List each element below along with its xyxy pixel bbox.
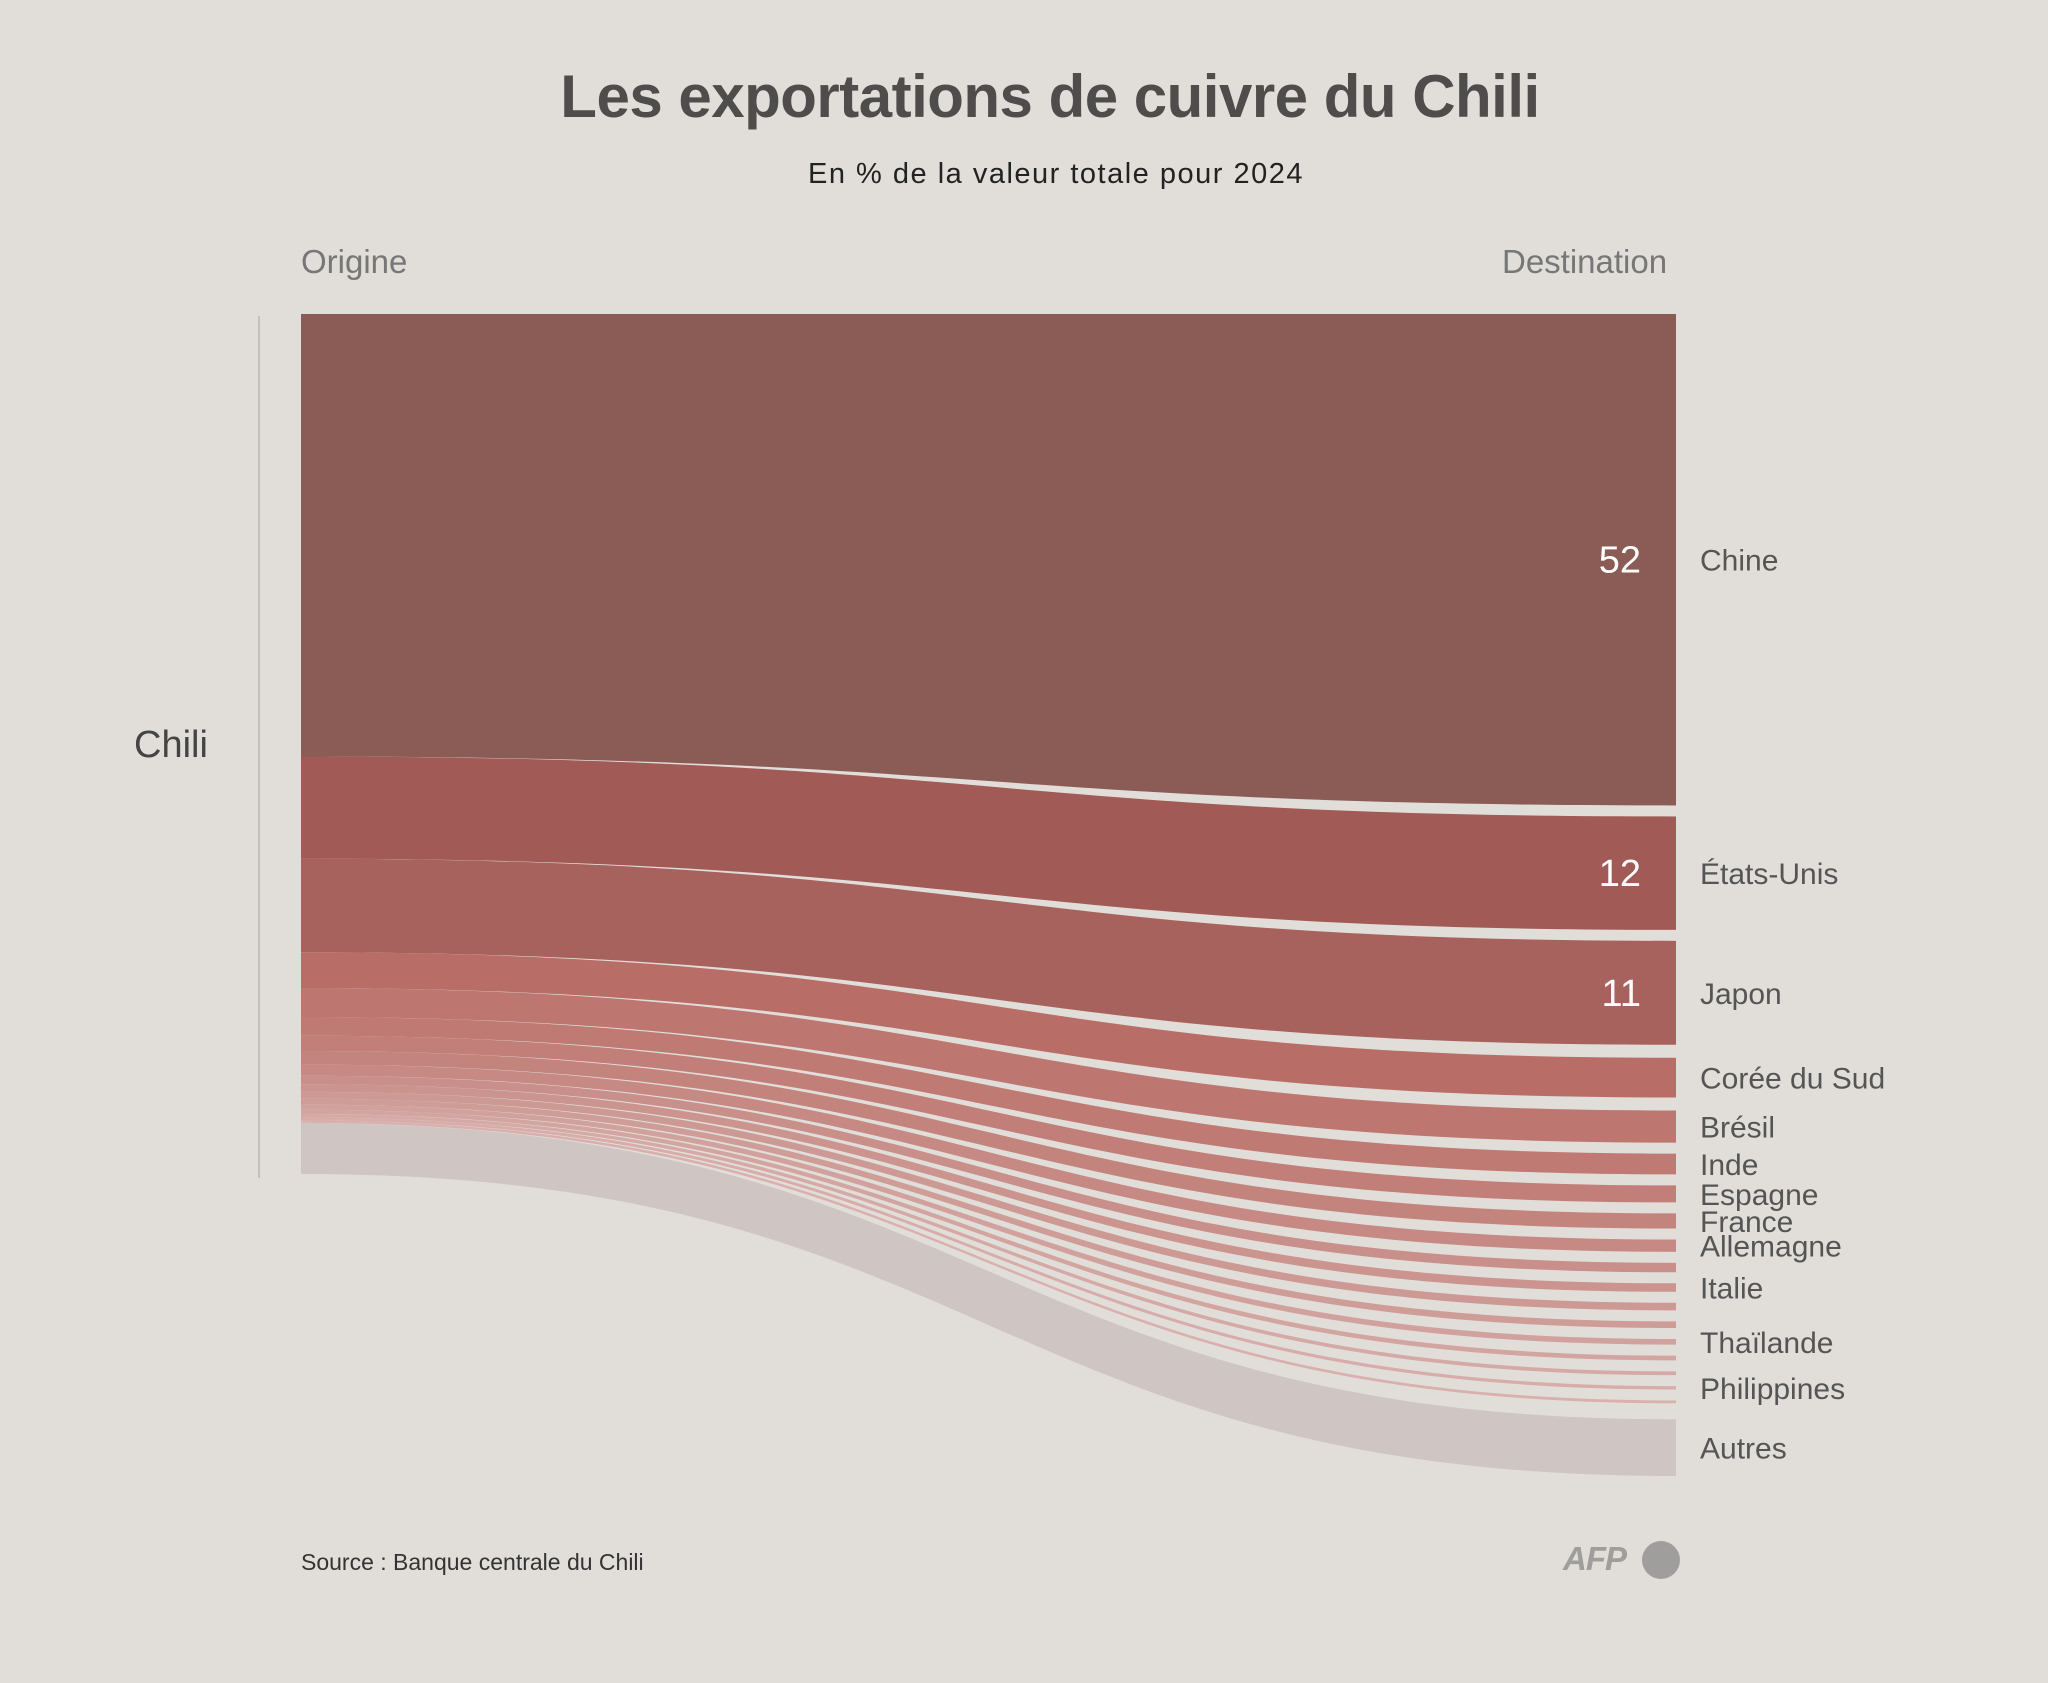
flow-band-japon xyxy=(301,858,1676,1045)
destination-label: Chine xyxy=(1700,545,1778,578)
flow-band-cor-e-du-sud xyxy=(301,952,1676,1098)
destination-label: Inde xyxy=(1700,1149,1758,1182)
flow-band-unlabeled-12 xyxy=(301,1098,1676,1328)
flow-band-unlabeled-17 xyxy=(301,1120,1676,1404)
destination-label: Japon xyxy=(1700,978,1782,1011)
afp-logo: AFP xyxy=(1563,1540,1680,1580)
destination-label: Philippines xyxy=(1700,1373,1845,1406)
destination-column-header: Destination xyxy=(1502,243,1668,280)
destination-label: Espagne xyxy=(1700,1179,1818,1212)
flow-band-france xyxy=(301,1051,1676,1229)
destination-label: États-Unis xyxy=(1700,858,1838,891)
destination-label: Corée du Sud xyxy=(1700,1063,1885,1096)
source-note: Source : Banque centrale du Chili xyxy=(301,1549,644,1575)
flow-band-unlabeled-14 xyxy=(301,1109,1676,1361)
flow-band-italie xyxy=(301,1084,1676,1292)
afp-logo-dot-icon xyxy=(1642,1541,1680,1579)
destination-label: Autres xyxy=(1700,1433,1787,1466)
value-label: 52 xyxy=(1599,540,1641,582)
flow-band-br-sil xyxy=(301,988,1676,1143)
value-label: 11 xyxy=(1602,973,1641,1015)
destination-label: France xyxy=(1700,1206,1793,1239)
flow-band-tha-lande xyxy=(301,1104,1676,1345)
value-label: 12 xyxy=(1599,853,1641,895)
flow-band-inde xyxy=(301,1016,1676,1175)
origin-column-header: Origine xyxy=(301,243,408,280)
chart-title: Les exportations de cuivre du Chili xyxy=(560,63,1540,130)
afp-logo-text: AFP xyxy=(1563,1540,1627,1577)
flow-band-espagne xyxy=(301,1035,1676,1203)
source-node-label: Chili xyxy=(134,724,208,766)
flow-band-allemagne xyxy=(301,1064,1676,1252)
chart-subtitle: En % de la valeur totale pour 2024 xyxy=(808,158,1304,190)
flow-band-unlabeled-15 xyxy=(301,1114,1676,1376)
flow-band-unlabeled-9 xyxy=(301,1075,1676,1273)
destination-label: Brésil xyxy=(1700,1112,1775,1145)
flow-band--tats-unis xyxy=(301,756,1676,930)
flow-band-chine xyxy=(301,314,1676,806)
flow-band-autres xyxy=(301,1122,1676,1476)
destination-label: Thaïlande xyxy=(1700,1327,1833,1360)
flow-band-unlabeled-11 xyxy=(301,1091,1676,1311)
destination-label: Allemagne xyxy=(1700,1231,1842,1264)
destination-label: Italie xyxy=(1700,1273,1763,1306)
flow-band-philippines xyxy=(301,1117,1676,1390)
